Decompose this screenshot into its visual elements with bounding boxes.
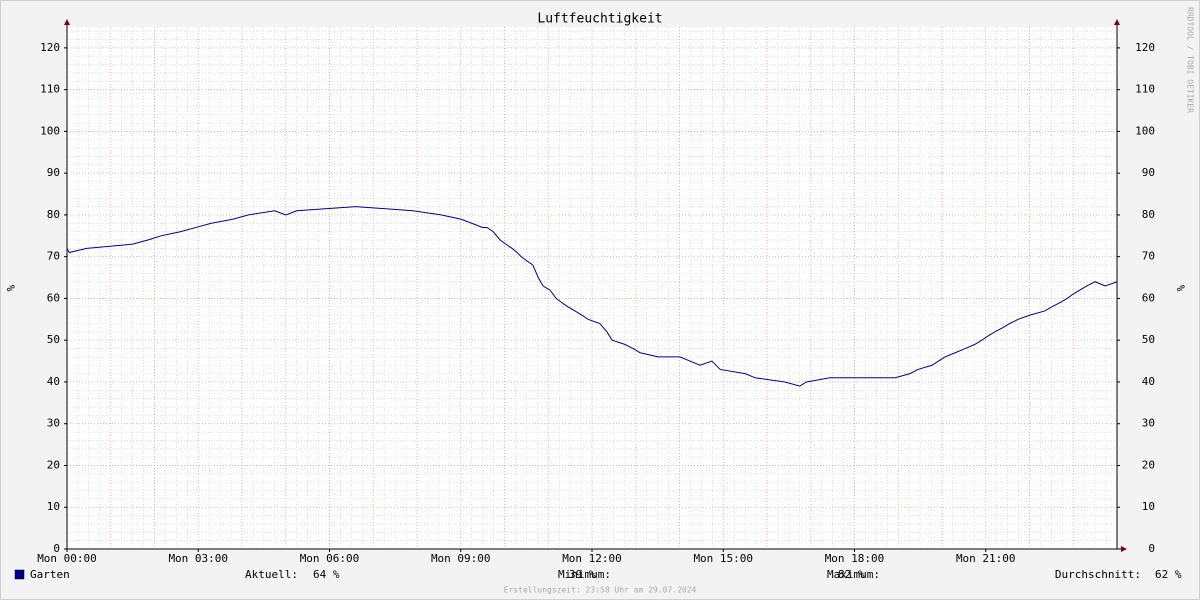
y-tick-label: 60 xyxy=(47,291,60,304)
y-tick-label: 20 xyxy=(47,458,60,471)
legend-swatch xyxy=(14,569,25,580)
line xyxy=(66,206,1118,387)
arrow xyxy=(64,19,70,25)
x-tick-label: Mon 09:00 xyxy=(431,552,491,565)
footer: Erstellungszeit: 23:58 Uhr am 29.07.2024 xyxy=(504,586,697,595)
stat-label: Minimum: xyxy=(558,568,611,581)
y2-tick-label: 100 xyxy=(1135,124,1155,137)
arrow xyxy=(1121,546,1127,552)
chart-title: Luftfeuchtigkeit xyxy=(537,12,662,27)
y-tick-label: 40 xyxy=(47,375,60,388)
y2-tick-label: 70 xyxy=(1142,250,1155,263)
stat-value: 62 % xyxy=(1155,568,1182,581)
y2-axis-label: % xyxy=(1174,285,1187,292)
y2-tick-label: 90 xyxy=(1142,166,1155,179)
y2-tick-label: 20 xyxy=(1142,458,1155,471)
x-tick-label: Mon 00:00 xyxy=(37,552,97,565)
y-tick-label: 90 xyxy=(47,166,60,179)
x-tick-label: Mon 12:00 xyxy=(562,552,622,565)
y2-tick-label: 30 xyxy=(1142,417,1155,430)
stat-label: Maximum: xyxy=(827,568,880,581)
y-tick-label: 70 xyxy=(47,250,60,263)
x-tick-label: Mon 15:00 xyxy=(693,552,753,565)
y-tick-label: 50 xyxy=(47,333,60,346)
y2-tick-label: 50 xyxy=(1142,333,1155,346)
x-tick-label: Mon 06:00 xyxy=(300,552,360,565)
y-axis-label: % xyxy=(4,285,17,292)
y2-tick-label: 120 xyxy=(1135,41,1155,54)
stat-value: 82 % xyxy=(838,568,865,581)
stat-value: 64 % xyxy=(313,568,340,581)
y-tick-label: 100 xyxy=(40,124,60,137)
x-tick-label: Mon 18:00 xyxy=(825,552,885,565)
y-tick-label: 110 xyxy=(40,83,60,96)
y2-tick-label: 80 xyxy=(1142,208,1155,221)
arrow xyxy=(1114,19,1120,25)
y-tick-label: 0 xyxy=(53,542,60,555)
y-tick-label: 120 xyxy=(40,41,60,54)
y-tick-label: 80 xyxy=(47,208,60,221)
watermark: RRDTOOL / TOBI OETIKER xyxy=(1186,7,1195,113)
stat-value: 39 % xyxy=(569,568,596,581)
x-tick-label: Mon 21:00 xyxy=(956,552,1016,565)
y-tick-label: 10 xyxy=(47,500,60,513)
y-tick-label: 30 xyxy=(47,417,60,430)
y2-tick-label: 40 xyxy=(1142,375,1155,388)
legend-label: Garten xyxy=(30,568,70,581)
y2-tick-label: 0 xyxy=(1148,542,1155,555)
stat-label: Aktuell: xyxy=(245,568,298,581)
y2-tick-label: 110 xyxy=(1135,83,1155,96)
y2-tick-label: 60 xyxy=(1142,291,1155,304)
y2-tick-label: 10 xyxy=(1142,500,1155,513)
x-tick-label: Mon 03:00 xyxy=(168,552,228,565)
stat-label: Durchschnitt: xyxy=(1055,568,1141,581)
